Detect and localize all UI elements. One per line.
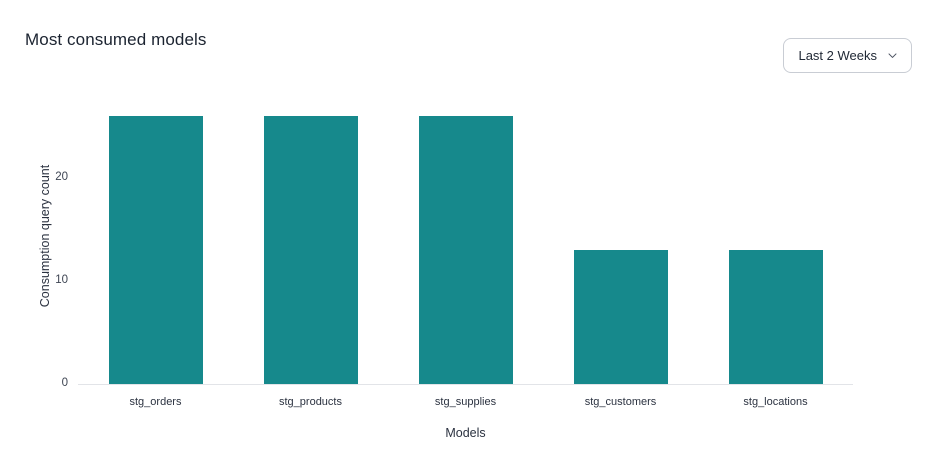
time-range-dropdown[interactable]: Last 2 Weeks <box>783 38 912 73</box>
card-header: Most consumed models Last 2 Weeks <box>0 0 935 86</box>
plot-area: 0 10 20 stg_orders stg_products stg_supplies… <box>55 86 853 408</box>
bar-group: stg_customers <box>543 86 698 408</box>
x-axis-tick-label: stg_customers <box>584 396 657 408</box>
bar-group: stg_orders <box>78 86 233 408</box>
bar[interactable] <box>418 115 513 384</box>
bar[interactable] <box>108 115 203 384</box>
page-title: Most consumed models <box>25 30 207 49</box>
bar-group: stg_supplies <box>388 86 543 408</box>
bar[interactable] <box>728 249 823 384</box>
bar[interactable] <box>573 249 668 384</box>
time-range-dropdown-label: Last 2 Weeks <box>798 48 877 63</box>
x-axis-line <box>78 384 853 385</box>
x-axis-tick-label: stg_orders <box>129 396 182 408</box>
x-axis-title: Models <box>445 426 486 440</box>
bar-series: stg_orders stg_products stg_supplies stg_cu… <box>78 86 853 408</box>
y-axis-title: Consumption query count <box>38 164 52 308</box>
bar-group: stg_products <box>233 86 388 408</box>
x-axis-tick-label: stg_locations <box>743 396 808 408</box>
bar-group: stg_locations <box>698 86 853 408</box>
x-axis-tick-label: stg_supplies <box>434 396 497 408</box>
chevron-down-icon <box>887 50 898 61</box>
y-axis-tick-label: 0 <box>61 377 68 389</box>
y-axis-tick-label: 20 <box>55 170 68 183</box>
x-axis-tick-label: stg_products <box>279 396 342 408</box>
y-axis-tick-label: 10 <box>55 273 68 286</box>
bar-chart: Consumption query count 0 10 20 stg_orders… <box>0 86 935 471</box>
bar[interactable] <box>263 115 358 384</box>
